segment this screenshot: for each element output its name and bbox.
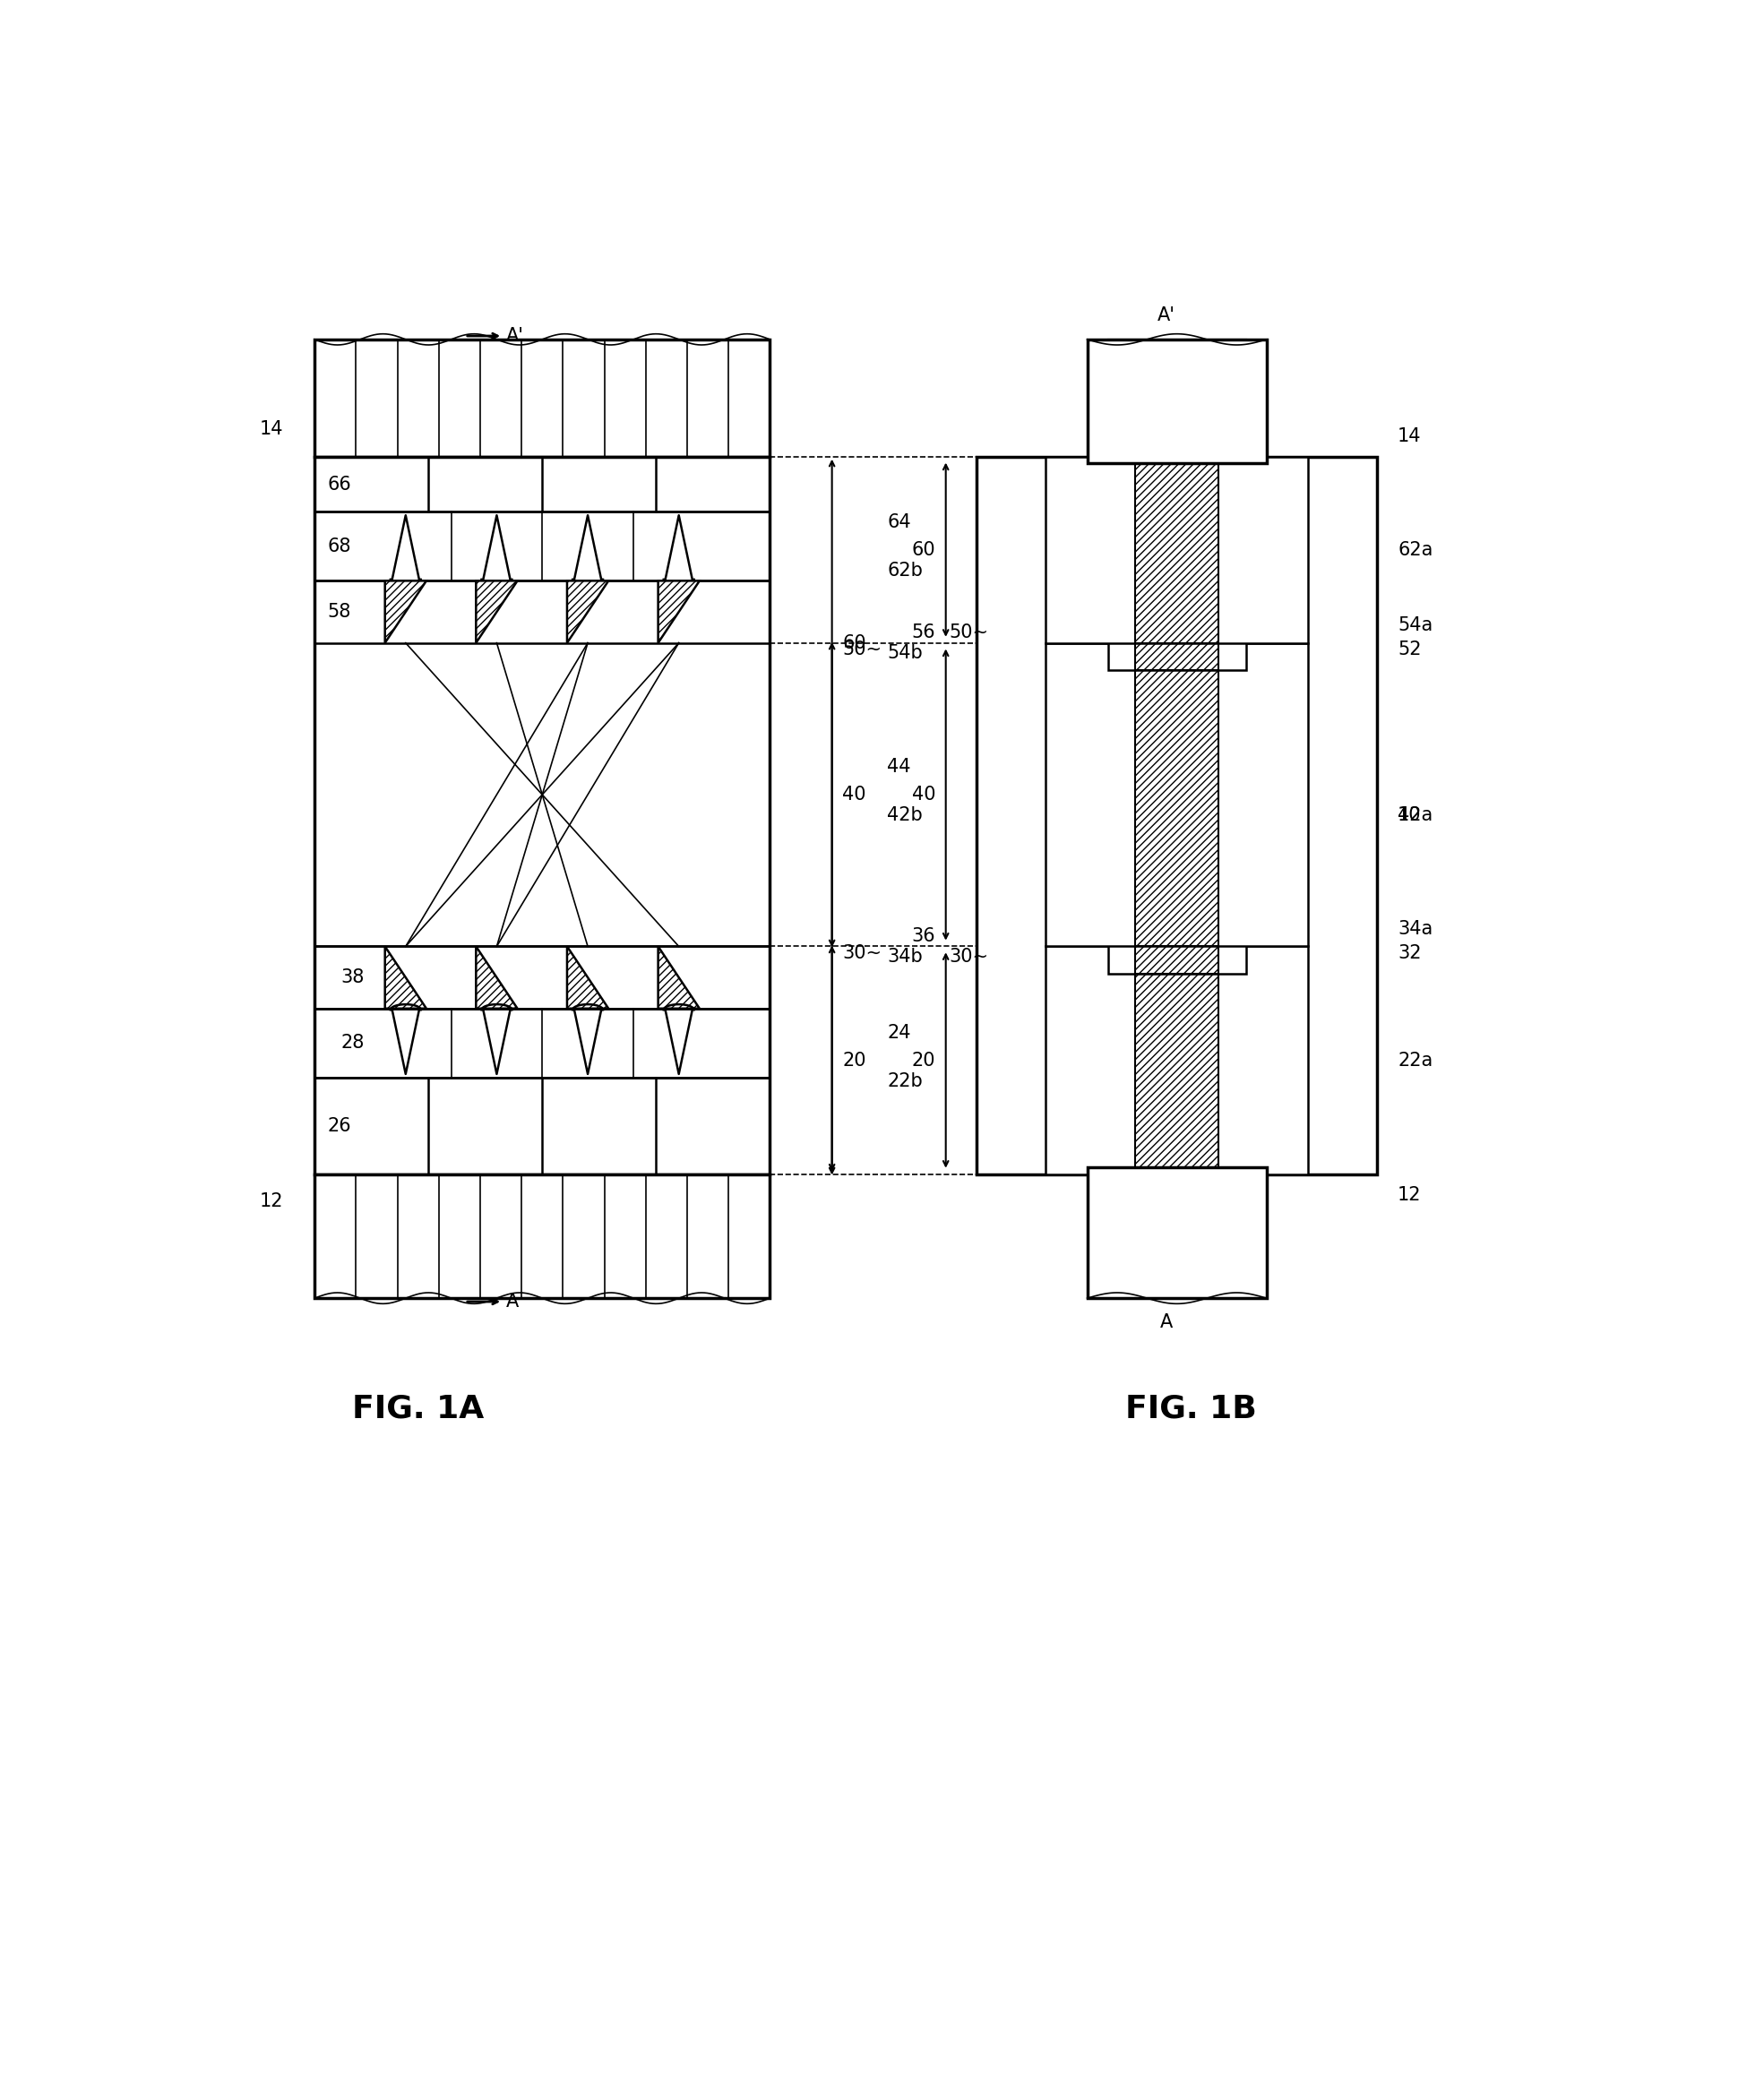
Polygon shape xyxy=(385,947,427,1009)
Text: FIG. 1A: FIG. 1A xyxy=(353,1394,483,1423)
Bar xyxy=(1108,339,1245,456)
Text: 14: 14 xyxy=(259,420,284,437)
Bar xyxy=(1136,947,1219,1174)
Bar xyxy=(1136,643,1219,947)
Bar xyxy=(1087,339,1267,464)
Bar xyxy=(1087,1167,1267,1299)
Text: 42b: 42b xyxy=(887,805,923,824)
Polygon shape xyxy=(566,947,609,1009)
Text: 30~: 30~ xyxy=(843,945,882,961)
Text: 40: 40 xyxy=(912,787,935,803)
Text: 52: 52 xyxy=(1397,641,1422,660)
Bar xyxy=(1046,456,1307,643)
Text: 26: 26 xyxy=(326,1117,351,1134)
Text: 54b: 54b xyxy=(887,645,923,662)
Text: A: A xyxy=(1161,1313,1173,1332)
Text: 50~: 50~ xyxy=(949,624,988,641)
Text: 34a: 34a xyxy=(1397,920,1432,939)
Polygon shape xyxy=(566,581,609,643)
Text: 36: 36 xyxy=(912,928,935,945)
Polygon shape xyxy=(476,947,517,1009)
Bar xyxy=(977,456,1378,1174)
Text: A': A' xyxy=(1157,306,1175,325)
Text: 20: 20 xyxy=(912,1051,935,1070)
Bar xyxy=(314,456,769,1174)
Text: 62b: 62b xyxy=(887,562,923,579)
Text: 64: 64 xyxy=(887,514,910,531)
Bar xyxy=(314,1174,769,1299)
Bar xyxy=(1136,616,1219,670)
Polygon shape xyxy=(476,581,517,643)
Text: 54a: 54a xyxy=(1397,616,1432,635)
Text: 20: 20 xyxy=(843,1051,866,1070)
Text: 24: 24 xyxy=(887,1024,910,1043)
Text: FIG. 1B: FIG. 1B xyxy=(1125,1394,1256,1423)
Text: 56: 56 xyxy=(912,624,935,641)
Text: 60: 60 xyxy=(912,541,935,558)
Bar xyxy=(1108,1174,1245,1299)
Text: 12: 12 xyxy=(1397,1186,1422,1203)
Text: 22b: 22b xyxy=(887,1072,923,1090)
Bar xyxy=(1136,920,1219,974)
Bar xyxy=(314,339,769,456)
Text: 38: 38 xyxy=(340,968,365,986)
Text: 42a: 42a xyxy=(1397,805,1432,824)
Text: 60: 60 xyxy=(843,635,866,651)
Bar xyxy=(1108,920,1245,974)
Text: 28: 28 xyxy=(340,1034,365,1051)
Text: 50~: 50~ xyxy=(843,641,882,660)
Polygon shape xyxy=(658,947,700,1009)
Text: 30~: 30~ xyxy=(949,947,988,966)
Text: A: A xyxy=(506,1292,519,1311)
Text: 58: 58 xyxy=(326,603,351,620)
Bar xyxy=(1108,616,1245,670)
Text: 40: 40 xyxy=(843,787,866,803)
Text: A': A' xyxy=(506,327,524,345)
Bar xyxy=(1046,643,1307,947)
Polygon shape xyxy=(385,581,427,643)
Text: 66: 66 xyxy=(326,474,351,493)
Bar xyxy=(1136,456,1219,643)
Text: 68: 68 xyxy=(326,537,351,556)
Text: 34b: 34b xyxy=(887,947,923,966)
Text: 22a: 22a xyxy=(1397,1051,1432,1070)
Text: 62a: 62a xyxy=(1397,541,1432,558)
Bar xyxy=(1046,947,1307,1174)
Text: 12: 12 xyxy=(259,1192,284,1211)
Polygon shape xyxy=(658,581,700,643)
Text: 14: 14 xyxy=(1397,427,1422,445)
Text: 44: 44 xyxy=(887,757,910,776)
Text: 10: 10 xyxy=(1397,805,1422,824)
Text: 32: 32 xyxy=(1397,945,1422,961)
